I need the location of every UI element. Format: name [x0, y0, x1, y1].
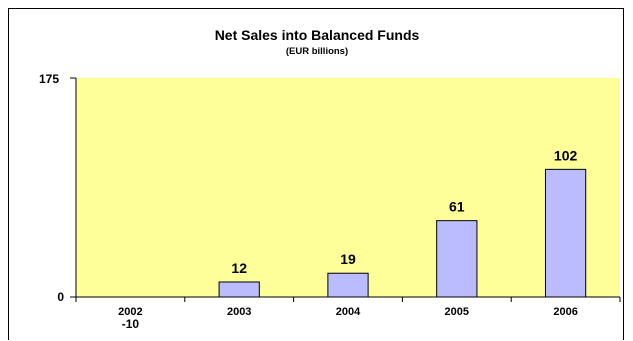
bar-2004: [327, 272, 369, 298]
chart-frame: Net Sales into Balanced Funds (EUR billi…: [8, 8, 624, 340]
bar-2005: [436, 220, 478, 298]
bar-2006: [544, 168, 587, 298]
data-label-2004: 19: [340, 251, 356, 267]
chart-title: Net Sales into Balanced Funds: [215, 27, 420, 43]
data-label-2006: 102: [554, 147, 578, 163]
y-tick-label-zero: 0: [57, 290, 64, 304]
plot-area: [76, 78, 620, 297]
x-tick-label-2005: 2005: [445, 306, 469, 318]
x-tick-label-2006: 2006: [553, 306, 577, 318]
bar-2003: [218, 281, 260, 298]
labels-group: -10 12 19 61 102: [122, 147, 578, 331]
x-tick-label-2002: 2002: [118, 306, 142, 318]
data-label-2005: 61: [449, 199, 465, 215]
bar-chart: Net Sales into Balanced Funds (EUR billi…: [39, 27, 621, 331]
y-tick-label-max: 175: [39, 72, 59, 86]
bars-group: [218, 168, 587, 298]
data-label-2003: 12: [231, 260, 247, 276]
x-tick-label-2003: 2003: [227, 306, 251, 318]
data-label-2002: -10: [122, 317, 140, 331]
x-tick-label-2004: 2004: [336, 306, 361, 318]
chart-subtitle: (EUR billions): [286, 46, 348, 57]
ticks-group: 2002 2003 2004 2005 2006: [75, 297, 621, 318]
